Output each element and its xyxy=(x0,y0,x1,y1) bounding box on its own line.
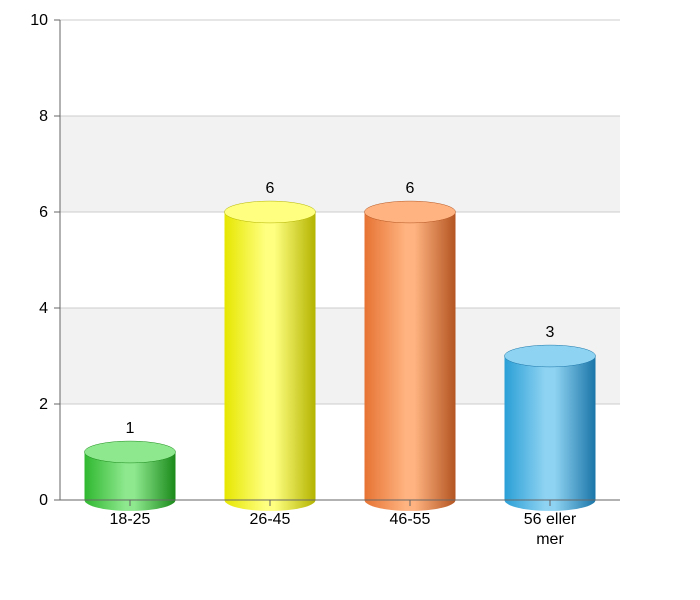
bar xyxy=(225,212,316,500)
y-tick-label: 6 xyxy=(39,204,48,221)
bar xyxy=(505,356,596,500)
x-tick-label: 26-45 xyxy=(250,511,291,528)
bar xyxy=(365,212,456,500)
x-tick-label: 46-55 xyxy=(390,511,431,528)
bar-value-label: 6 xyxy=(406,180,415,197)
y-tick-label: 0 xyxy=(39,492,48,509)
bar-value-label: 1 xyxy=(126,420,135,437)
x-tick-label: 56 eller xyxy=(524,511,577,528)
bar-value-label: 6 xyxy=(266,180,275,197)
bar-value-label: 3 xyxy=(546,324,555,341)
chart-svg: 0 2 4 6 8 10 1 18-25 6 26-45 6 46-55 3 56 eller mer xyxy=(0,0,700,600)
bar-chart: 0 2 4 6 8 10 1 18-25 6 26-45 6 46-55 3 56 eller mer xyxy=(0,0,700,600)
x-tick-label: 18-25 xyxy=(110,511,151,528)
y-tick-label: 2 xyxy=(39,396,48,413)
x-tick-label: mer xyxy=(536,531,564,548)
y-tick-label: 8 xyxy=(39,108,48,125)
y-tick-label: 10 xyxy=(30,12,48,29)
y-tick-label: 4 xyxy=(39,300,48,317)
